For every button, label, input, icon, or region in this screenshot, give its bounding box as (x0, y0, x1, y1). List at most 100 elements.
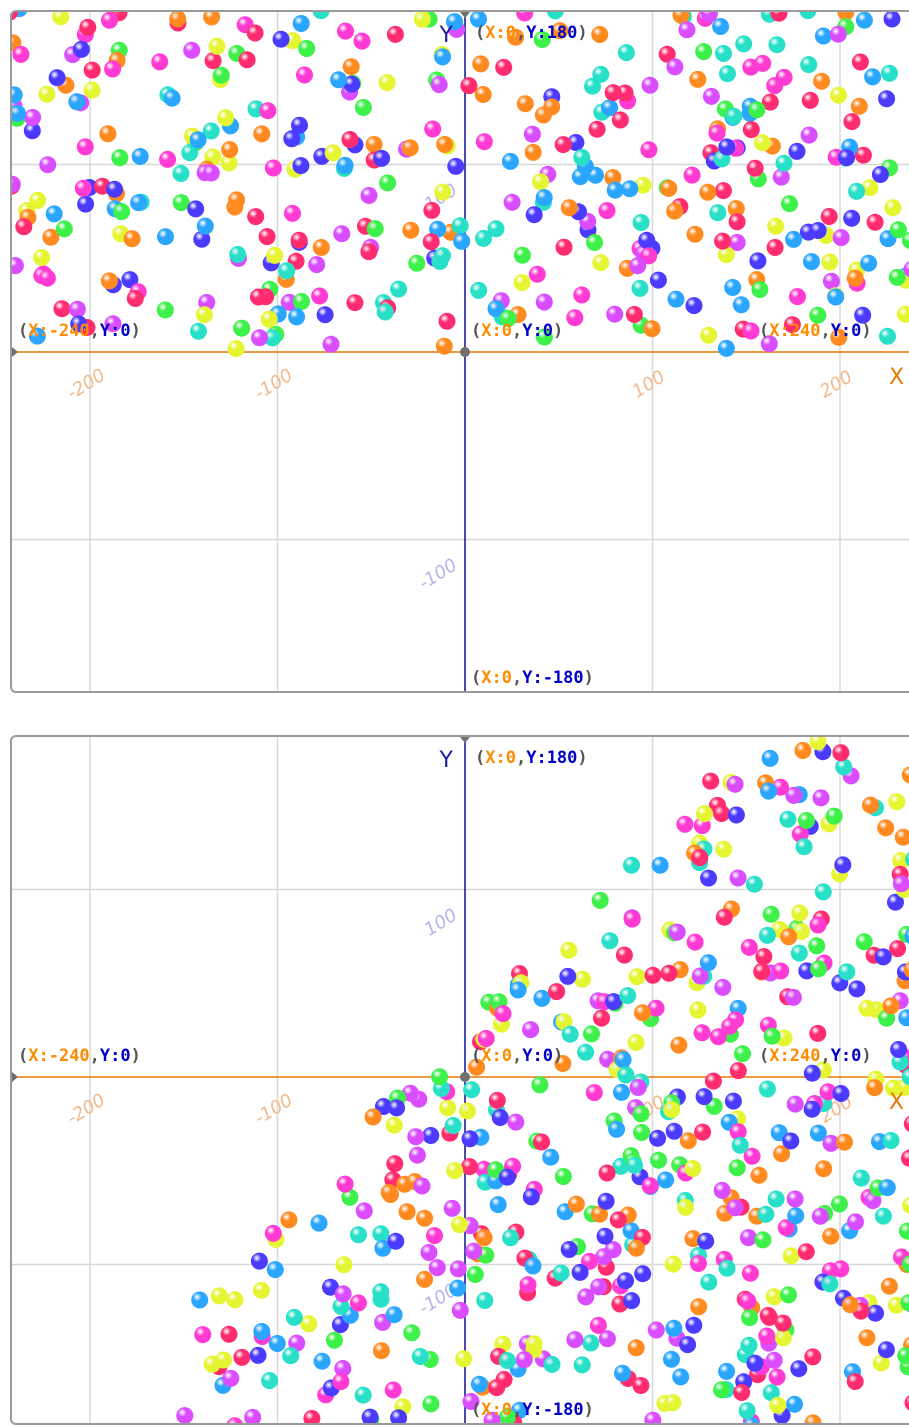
sprite-ball[interactable] (732, 1137, 749, 1154)
sprite-ball[interactable] (265, 160, 282, 177)
sprite-ball[interactable] (543, 98, 560, 115)
sprite-ball[interactable] (273, 31, 290, 48)
sprite-ball[interactable] (645, 967, 662, 984)
sprite-ball[interactable] (337, 157, 354, 174)
sprite-ball[interactable] (858, 1329, 875, 1346)
sprite-ball[interactable] (666, 58, 683, 75)
sprite-ball[interactable] (502, 153, 519, 170)
sprite-ball[interactable] (495, 1005, 512, 1022)
sprite-ball[interactable] (785, 989, 802, 1006)
sprite-ball[interactable] (253, 125, 270, 142)
sprite-ball[interactable] (159, 151, 176, 168)
sprite-ball[interactable] (713, 1381, 730, 1398)
sprite-ball[interactable] (813, 789, 830, 806)
sprite-ball[interactable] (387, 1233, 404, 1250)
sprite-ball[interactable] (897, 306, 909, 323)
sprite-ball[interactable] (735, 35, 752, 52)
sprite-ball[interactable] (476, 133, 493, 150)
sprite-ball[interactable] (851, 98, 868, 115)
sprite-ball[interactable] (638, 232, 655, 249)
sprite-ball[interactable] (599, 1165, 616, 1182)
sprite-ball[interactable] (852, 54, 869, 71)
sprite-ball[interactable] (586, 1084, 603, 1101)
sprite-ball[interactable] (385, 1382, 402, 1399)
sprite-ball[interactable] (890, 221, 907, 238)
sprite-ball[interactable] (337, 23, 354, 40)
sprite-ball[interactable] (478, 1030, 495, 1047)
sprite-ball[interactable] (573, 287, 590, 304)
sprite-ball[interactable] (445, 1117, 462, 1134)
sprite-ball[interactable] (313, 12, 330, 19)
sprite-ball[interactable] (724, 279, 741, 296)
sprite-ball[interactable] (676, 816, 693, 833)
sprite-ball[interactable] (157, 302, 174, 319)
sprite-ball[interactable] (38, 86, 55, 103)
sprite-ball[interactable] (799, 12, 816, 19)
sprite-ball[interactable] (84, 62, 101, 79)
sprite-ball[interactable] (12, 46, 29, 63)
sprite-ball[interactable] (77, 196, 94, 213)
sprite-ball[interactable] (634, 1004, 651, 1021)
sprite-ball[interactable] (460, 77, 477, 94)
sprite-ball[interactable] (113, 203, 130, 220)
sprite-ball[interactable] (690, 1255, 707, 1272)
sprite-ball[interactable] (461, 1158, 478, 1175)
sprite-ball[interactable] (743, 121, 760, 138)
sprite-ball[interactable] (835, 758, 852, 775)
sprite-ball[interactable] (196, 306, 213, 323)
sprite-ball[interactable] (560, 942, 577, 959)
sprite-ball[interactable] (449, 1280, 466, 1297)
sprite-ball[interactable] (583, 1025, 600, 1042)
sprite-ball[interactable] (426, 1227, 443, 1244)
sprite-ball[interactable] (705, 1073, 722, 1090)
sprite-ball[interactable] (251, 329, 268, 346)
sprite-ball[interactable] (749, 252, 766, 269)
sprite-ball[interactable] (613, 1084, 630, 1101)
sprite-ball[interactable] (649, 1130, 666, 1147)
sprite-ball[interactable] (815, 883, 832, 900)
sprite-ball[interactable] (821, 1275, 838, 1292)
sprite-ball[interactable] (356, 1202, 373, 1219)
sprite-ball[interactable] (516, 1351, 533, 1368)
sprite-ball[interactable] (853, 1170, 870, 1187)
sprite-ball[interactable] (298, 40, 315, 57)
sprite-ball[interactable] (205, 52, 222, 69)
sprite-ball[interactable] (314, 1353, 331, 1370)
sprite-ball[interactable] (346, 294, 363, 311)
sprite-ball[interactable] (714, 1182, 731, 1199)
sprite-ball[interactable] (867, 1305, 884, 1322)
sprite-ball[interactable] (847, 270, 864, 287)
sprite-ball[interactable] (590, 1317, 607, 1334)
sprite-ball[interactable] (741, 1309, 758, 1326)
sprite-ball[interactable] (130, 194, 147, 211)
sprite-ball[interactable] (239, 51, 256, 68)
sprite-ball[interactable] (499, 1169, 516, 1186)
sprite-ball[interactable] (709, 204, 726, 221)
sprite-ball[interactable] (734, 1045, 751, 1062)
sprite-ball[interactable] (747, 160, 764, 177)
sprite-ball[interactable] (293, 293, 310, 310)
sprite-ball[interactable] (24, 109, 41, 126)
sprite-ball[interactable] (769, 1369, 786, 1386)
sprite-ball[interactable] (700, 870, 717, 887)
sprite-ball[interactable] (768, 36, 785, 53)
sprite-ball[interactable] (650, 272, 667, 289)
sprite-ball[interactable] (764, 1028, 781, 1045)
sprite-ball[interactable] (475, 230, 492, 247)
sprite-ball[interactable] (280, 1211, 297, 1228)
sprite-ball[interactable] (605, 84, 622, 101)
sprite-ball[interactable] (890, 1041, 907, 1058)
sprite-ball[interactable] (628, 1034, 645, 1051)
sprite-ball[interactable] (832, 744, 849, 761)
sprite-ball[interactable] (229, 246, 246, 263)
sprite-ball[interactable] (259, 228, 276, 245)
sprite-ball[interactable] (787, 1191, 804, 1208)
sprite-ball[interactable] (628, 1339, 645, 1356)
sprite-ball[interactable] (623, 1292, 640, 1309)
sprite-ball[interactable] (877, 819, 894, 836)
sprite-ball[interactable] (429, 1259, 446, 1276)
sprite-ball[interactable] (768, 1191, 785, 1208)
sprite-ball[interactable] (451, 1216, 468, 1233)
sprite-ball[interactable] (431, 76, 448, 93)
sprite-ball[interactable] (84, 82, 101, 99)
